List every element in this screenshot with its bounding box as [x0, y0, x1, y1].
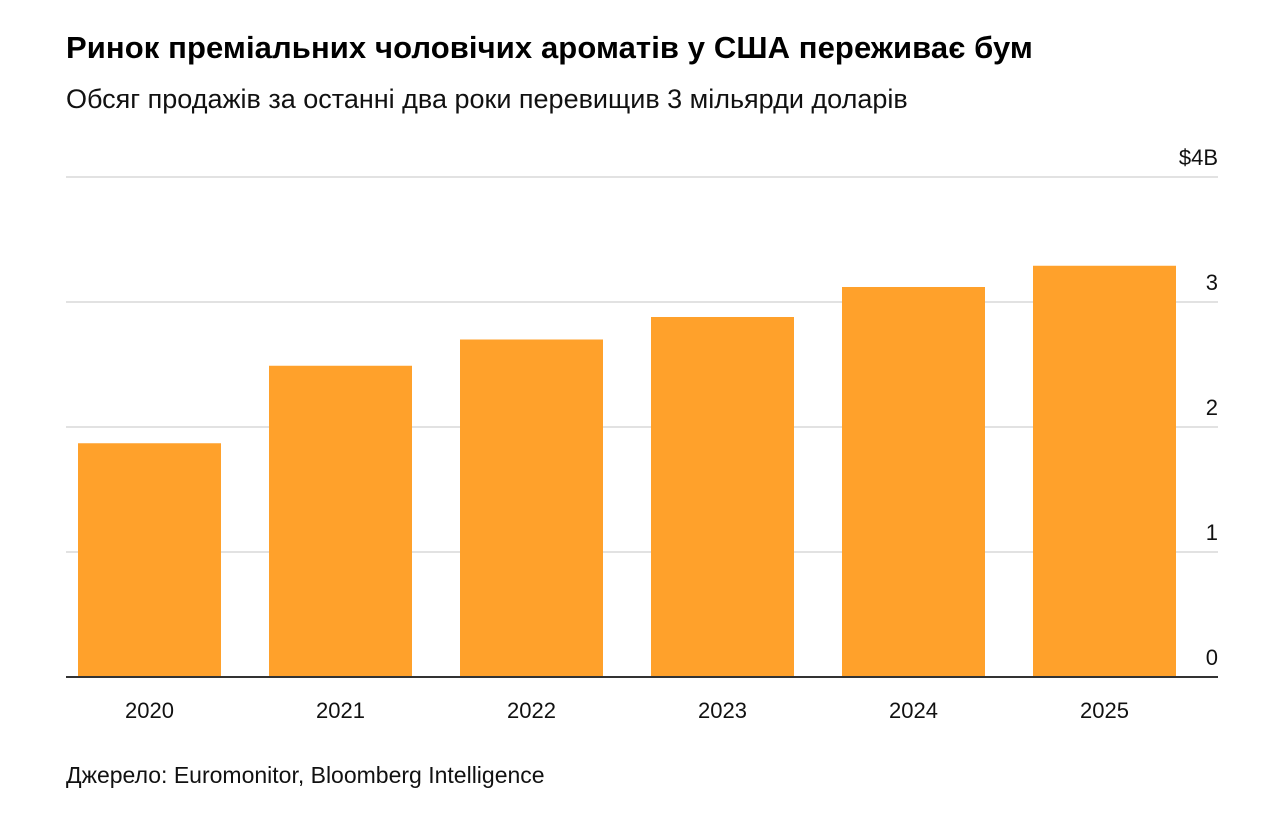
x-tick-label: 2021 — [316, 698, 365, 723]
gridlines — [66, 176, 1218, 553]
chart-subtitle: Обсяг продажів за останні два роки перев… — [66, 84, 908, 114]
x-tick-label: 2024 — [889, 698, 938, 723]
y-axis-ticks: 0 1 2 3 $4B — [1179, 145, 1218, 670]
y-tick-label: 0 — [1206, 645, 1218, 670]
chart-title: Ринок преміальних чоловічих ароматів у С… — [66, 30, 1033, 65]
bars — [78, 265, 1176, 677]
x-tick-label: 2025 — [1080, 698, 1129, 723]
source-note: Джерело: Euromonitor, Bloomberg Intellig… — [66, 762, 545, 788]
bar-2023 — [651, 317, 794, 677]
y-tick-label: $4B — [1179, 145, 1218, 170]
x-tick-label: 2022 — [507, 698, 556, 723]
bar-2020 — [78, 443, 221, 677]
bar-2021 — [269, 365, 412, 677]
y-tick-label: 2 — [1206, 395, 1218, 420]
y-tick-label: 1 — [1206, 520, 1218, 545]
bar-2024 — [842, 287, 985, 677]
x-axis-ticks: 2020 2021 2022 2023 2024 2025 — [125, 698, 1129, 723]
x-tick-label: 2020 — [125, 698, 174, 723]
x-tick-label: 2023 — [698, 698, 747, 723]
bar-2022 — [460, 339, 603, 677]
bar-2025 — [1033, 265, 1176, 677]
y-tick-label: 3 — [1206, 270, 1218, 295]
